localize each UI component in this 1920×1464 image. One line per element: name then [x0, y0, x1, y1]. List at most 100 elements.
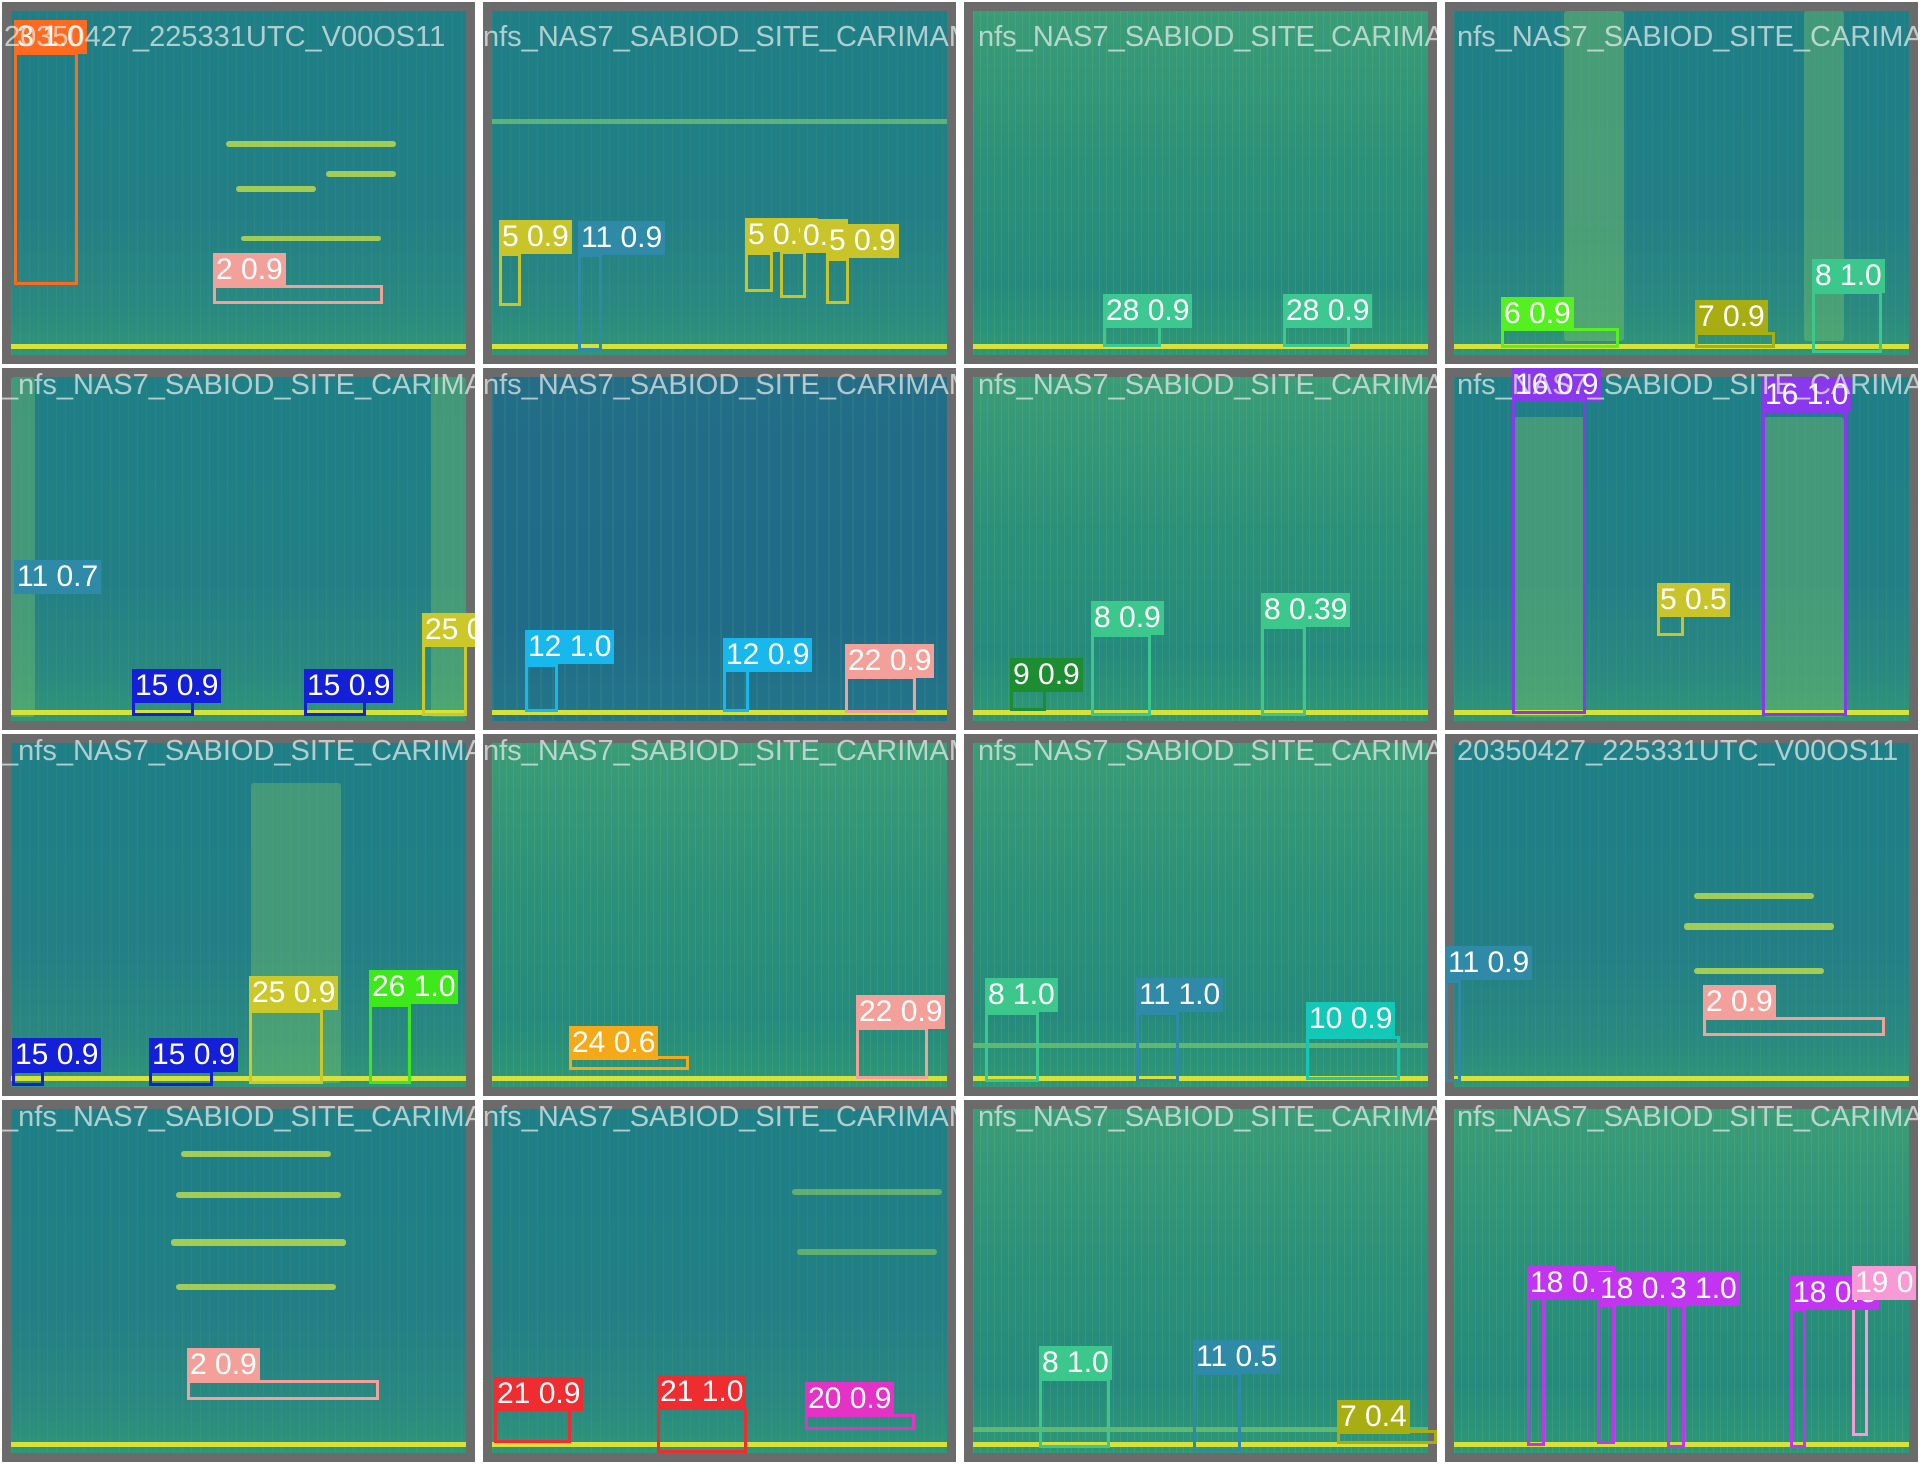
detection-box: [1790, 1308, 1806, 1448]
detection-label: 11 1.0: [1136, 978, 1224, 1012]
tile-1: 3 1.0 2 0.9 20350427_225331UTC_V00OS11: [2, 2, 475, 364]
detection-box: [985, 1012, 1039, 1082]
tile-2: 5 0.9 11 0.9 5 0.9 0.9 5 0.9 nfs_NAS7_SA…: [483, 2, 956, 364]
detection-label: 7 0.4: [1337, 1400, 1410, 1434]
detection-box: [14, 52, 78, 285]
detection-label: 10 0.9: [1306, 1002, 1396, 1036]
detection-label: 5 0.9: [826, 224, 899, 258]
detection-label: 8 0.39: [1261, 593, 1351, 627]
tile-5: 15 0.9 15 0.9 25 0.9 11 0.7 _nfs_NAS7_SA…: [2, 368, 475, 730]
detection-label: 21 0.9: [494, 1377, 584, 1411]
detection-label: 15 0.9: [132, 669, 222, 703]
detection-label: 2 0.9: [187, 1348, 260, 1382]
tile-filename: 20350427_225331UTC_V00OS11: [1457, 735, 1899, 767]
spectrogram: [11, 11, 466, 355]
detection-label: 16 0.9: [1512, 368, 1602, 402]
tile-10: 24 0.6 22 0.9 nfs_NAS7_SABIOD_SITE_CARIM…: [483, 734, 956, 1096]
tile-16: 18 0.7 18 0.8 3 1.0 18 0.8 19 0 nfs_NAS7…: [1445, 1100, 1918, 1462]
detection-box: [369, 1004, 411, 1084]
detection-label: 25 0.9: [422, 613, 475, 647]
tile-filename: nfs_NAS7_SABIOD_SITE_CARIMAM_DATA_AUDIO_…: [483, 1101, 956, 1133]
detection-label: 25 0.9: [249, 976, 339, 1010]
tile-filename: nfs_NAS7_SABIOD_SITE_CARIMAM_DATA_AUDIO_…: [978, 369, 1437, 401]
tile-9: 15 0.9 15 0.9 25 0.9 26 1.0 _nfs_NAS7_SA…: [2, 734, 475, 1096]
detection-label: 11 0.9: [1445, 946, 1533, 980]
detection-label: 5 0.9: [499, 220, 572, 254]
detection-label: 6 0.9: [1501, 297, 1574, 331]
tile-filename: nfs_NAS7_SABIOD_SITE_CARIMAM_DATA_AUDIO_…: [1457, 1101, 1918, 1133]
detection-box: [745, 252, 773, 292]
tile-filename: _nfs_NAS7_SABIOD_SITE_CARIMAM_DATA_AUDIO…: [2, 1101, 475, 1133]
detection-label: 19 0: [1852, 1266, 1917, 1300]
detection-label: 3 1.0: [14, 20, 87, 54]
detection-label: 9 0.9: [1010, 658, 1083, 692]
spectrogram: [11, 377, 466, 721]
detection-box: [1657, 614, 1684, 636]
tile-filename: nfs_NAS7_SABIOD_SITE_CARIMAM_DATA_AUDIO_…: [978, 735, 1437, 767]
detection-box: [1703, 1017, 1885, 1036]
detection-box: [1136, 1012, 1179, 1082]
spectrogram: [1454, 377, 1909, 721]
detection-box: [1261, 626, 1306, 716]
detection-label: 8 1.0: [1039, 1346, 1112, 1380]
detection-box: [12, 1070, 44, 1086]
detection-box: [213, 285, 383, 304]
detection-label: 8 0.9: [1091, 601, 1164, 635]
tile-filename: nfs_NAS7_SABIOD_SITE_CARIMAM_2700_BIOD.j…: [483, 21, 956, 53]
detection-label: 11 0.5: [1193, 1340, 1281, 1374]
tile-6: 12 1.0 12 0.9 22 0.9 nfs_NAS7_SABIOD_SIT…: [483, 368, 956, 730]
tile-filename: nfs_NAS7_SABIOD_SITE_CARIMAM_DATA_AUDIO_…: [1457, 21, 1918, 53]
detection-box: [1597, 1304, 1615, 1444]
tile-13: 2 0.9 _nfs_NAS7_SABIOD_SITE_CARIMAM_DATA…: [2, 1100, 475, 1462]
detection-box: [1852, 1298, 1868, 1436]
detection-label: 21 1.0: [657, 1375, 747, 1409]
detection-label: 15 0.9: [12, 1038, 102, 1072]
detection-label: 11 0.9: [578, 221, 666, 255]
tile-11: 8 1.0 11 1.0 10 0.9 nfs_NAS7_SABIOD_SITE…: [964, 734, 1437, 1096]
detection-box: [1039, 1378, 1110, 1448]
tile-3: 28 0.9 28 0.9 nfs_NAS7_SABIOD_SITE_CARIM…: [964, 2, 1437, 364]
tile-14: 21 0.9 21 1.0 20 0.9 nfs_NAS7_SABIOD_SIT…: [483, 1100, 956, 1462]
detection-label: 2 0.9: [1703, 985, 1776, 1019]
detection-label: 12 0.9: [723, 638, 813, 672]
tile-filename: 20350427_225331UTC_V00OS11: [4, 21, 446, 53]
detection-label: 11 0.7: [14, 560, 102, 594]
detection-box: [525, 664, 558, 712]
tile-filename: nfs_NAS7_SABIOD_SITE_CARIMAM_DATA_AUDIO_…: [978, 1101, 1437, 1133]
spectrogram: [1454, 743, 1909, 1087]
tile-15: 8 1.0 11 0.5 7 0.4 nfs_NAS7_SABIOD_SITE_…: [964, 1100, 1437, 1462]
detection-label: 15 0.9: [304, 669, 394, 703]
detection-box: [1512, 398, 1586, 714]
detection-box: [1091, 634, 1151, 716]
spectrogram: [492, 11, 947, 355]
detection-label: 16 1.0: [1762, 378, 1852, 412]
detection-box: [1695, 332, 1775, 348]
tile-4: 6 0.9 7 0.9 8 1.0 nfs_NAS7_SABIOD_SITE_C…: [1445, 2, 1918, 364]
detection-label: 22 0.9: [856, 995, 946, 1029]
detection-box: [494, 1407, 571, 1443]
detection-box: [1527, 1296, 1545, 1446]
detection-label: 2 0.9: [213, 253, 286, 287]
detection-label: 20 0.9: [805, 1382, 895, 1416]
detection-box: [1445, 980, 1461, 1082]
detection-box: [1812, 291, 1882, 353]
detection-box: [657, 1407, 747, 1453]
detection-label: 7 0.9: [1695, 300, 1768, 334]
tile-filename: nfs_NAS7_SABIOD_SITE_CARIMAM_DATA_AUDIO_…: [483, 735, 956, 767]
detection-label: 26 1.0: [369, 970, 459, 1004]
detection-label: 12 1.0: [525, 630, 615, 664]
tile-filename: nfs_NAS7_SABIOD_SITE_CARIMAM_DATA_AUDIO_…: [483, 369, 956, 401]
detection-label: 3 1.0: [1667, 1272, 1740, 1306]
detection-label: 28 0.9: [1283, 294, 1373, 328]
detection-label: 5 0.5: [1657, 583, 1730, 617]
spectrogram: [11, 1109, 466, 1453]
detection-box: [1193, 1372, 1241, 1452]
detection-box: [826, 258, 849, 304]
spectrogram: [973, 1109, 1428, 1453]
detection-box: [1501, 328, 1619, 348]
tile-filename: _nfs_NAS7_SABIOD_SITE_CARIMAM_DATA_AUDIO…: [2, 735, 475, 767]
detection-box: [805, 1414, 915, 1430]
tile-7: 9 0.9 8 0.9 8 0.39 nfs_NAS7_SABIOD_SITE_…: [964, 368, 1437, 730]
detection-box: [149, 1070, 213, 1086]
detection-box: [723, 668, 749, 712]
